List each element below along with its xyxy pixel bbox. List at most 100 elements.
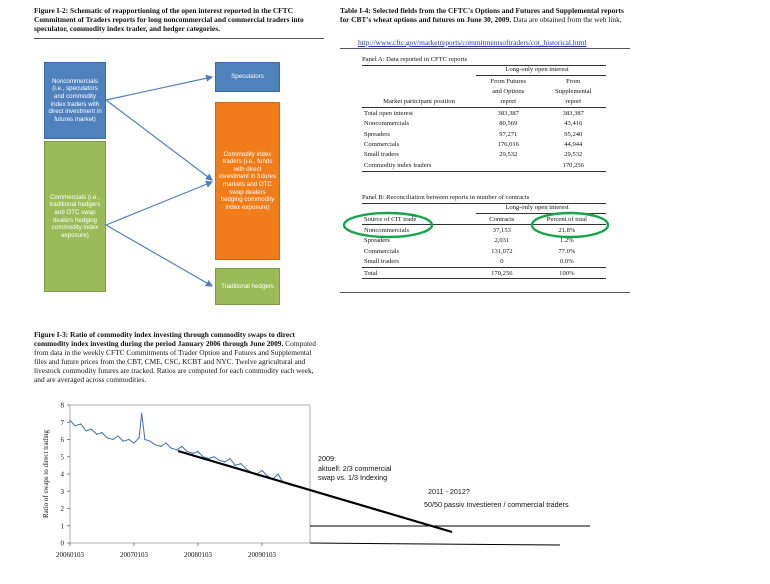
panel-b-col1: Source of CIT trade [364,215,417,223]
row-label: Spreaders [364,237,390,245]
series-point [192,452,194,454]
fig12-caption-label: Figure I-2: [34,6,69,15]
table14-link[interactable]: http://www.cftc.gov/marketreports/commit… [358,38,587,47]
series-point [141,413,143,415]
fig12-caption-text: Schematic of reapportioning of the open … [34,6,304,33]
box-speculators: Speculators [215,62,280,92]
row-value: 131,072 [491,247,513,255]
series-point [277,473,279,475]
series-point [240,463,242,465]
row-value: 383,387 [497,109,519,117]
table-row: Spreaders 97,271 95,240 [362,129,606,139]
table-row: Total open interest 383,387 383,387 [362,108,606,119]
zero-line [309,542,561,546]
ratio-chart: 0 1 2 3 4 5 6 7 8 20060103 20070103 20080103 2009010… [42,402,590,559]
panel-a-col3-line1: From [566,77,581,85]
row-value: 1.2% [559,237,574,245]
highlight-ellipses [342,211,610,239]
arrow-comm-to-cit [105,180,214,226]
x-tick-label: 20070103 [120,551,149,559]
fig13-caption-text: Computed from data in the weekly CFTC Co… [34,339,316,384]
fig13-caption-bold: Ratio of commodity index investing throu… [34,330,295,348]
series-point [229,457,231,460]
series-point [144,438,146,441]
series-point [245,468,247,470]
row-label: Small traders [364,151,399,159]
series-point [208,457,210,460]
annotation-5050: 50/50 passiv Investieren / commercial tr… [424,500,569,509]
panel-b-col2: Contracts [489,215,515,223]
row-value: 29,532 [499,151,518,159]
panel-a-col3-line3: report [565,98,582,106]
panel-a-header-row: Market participant position report repor… [362,97,606,108]
x-tick-label: 20090103 [248,551,277,559]
series-point [170,447,172,449]
panel-b-group-rule [476,213,606,214]
row-label: Commodity index traders [364,161,432,169]
annotation-2009: 2009: aktuell: 2/3 commercial swap vs. 1… [318,454,392,483]
row-value: 80,569 [499,120,518,128]
box-speculators-text: Speculators [231,73,264,81]
series-point [90,428,92,430]
series-point [234,464,236,466]
annotation-2009-line2: aktuell: 2/3 commercial [318,463,392,473]
box-traditional-hedgers: Traditional hedgers [215,268,280,305]
panel-b-top-rule [362,203,606,204]
y-tick-label: 5 [61,453,65,461]
table-row: Commercials 176,016 44,944 [362,139,606,149]
row-value: 2,031 [494,237,510,245]
x-tick-label: 20080103 [184,551,213,559]
panel-a-col2-line2: and Options [492,88,525,96]
panel-b-title: Panel B: Reconciliation between reports … [362,194,530,201]
panel-a-group-header: Long-only open interest [505,66,569,73]
series-point [197,450,199,453]
series-point [181,445,183,447]
panel-a-col2-line1: From Futures [490,77,527,85]
row-value: 44,944 [564,141,583,149]
series-point [176,449,178,451]
row-label: Small traders [364,258,399,266]
panel-a-title: Panel A: Data reported in CFTC reports [362,56,468,63]
table14-caption-text-bold: Selected fields from the CFTC's Options … [340,6,624,24]
table14-bottom-rule [340,292,630,293]
row-label: Commercials [364,247,400,255]
panel-b-table: Source of CIT trade Contracts Percent of… [362,214,606,279]
panel-a-top-rule [362,65,606,66]
annotation-2009-line1: 2009: [318,454,336,463]
arrow-noncomm-to-spec [105,74,214,101]
series-point [261,469,263,472]
series-point [202,456,204,458]
row-value: 0.0% [559,258,574,266]
box-traditional-hedgers-text: Traditional hedgers [221,282,274,290]
table-row: Noncommercials 80,569 43,416 [362,119,606,129]
series-point [74,425,76,427]
box-commercials-text: Commercials (i.e., traditional hedgers a… [49,193,101,239]
series-point [106,437,108,439]
y-tick-label: 1 [61,522,65,530]
row-value: 43,416 [564,120,583,128]
y-tick-label: 4 [61,471,65,479]
panel-a-header-row: From Futures From [362,76,606,86]
trend-line [177,449,453,534]
series-point [85,430,87,432]
series-point [138,437,140,439]
table-row: Small traders 0 0.0% [362,257,606,268]
row-value: 77.0% [558,247,576,255]
panel-a-col3-line2: Supplemental [555,88,592,96]
series-point [101,432,103,434]
series-point [117,435,119,437]
table-row: Spreaders 2,031 1.2% [362,236,606,246]
panel-a-col1: Market participant position [383,98,455,106]
plot-frame [69,404,311,544]
y-tick-label: 7 [61,419,65,427]
row-value: 95,240 [564,130,583,138]
panel-a-table: From Futures From and Options Supplement… [362,76,606,172]
y-tick-label: 6 [61,436,65,444]
series-point [133,442,135,444]
series-point [80,423,82,425]
series-point [213,456,215,458]
table-row: Total 170,256 100% [362,267,606,279]
row-value: 170,256 [491,269,513,277]
row-label: Total [364,269,378,277]
box-noncommercials: Noncommercials (i.e., speculators and co… [44,62,106,139]
